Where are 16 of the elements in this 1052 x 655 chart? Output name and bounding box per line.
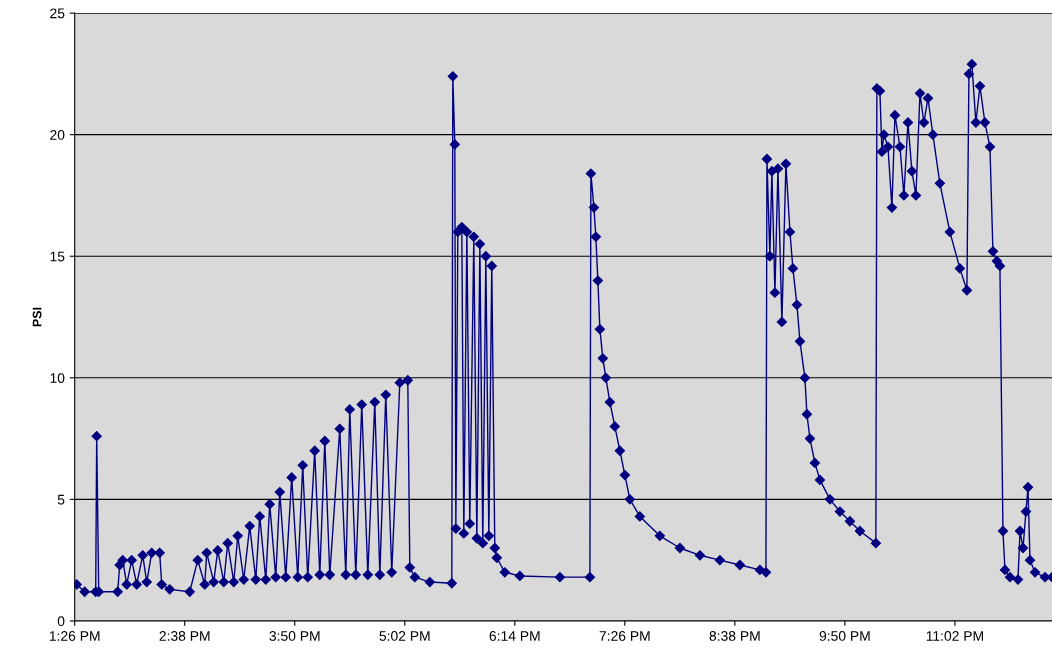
y-tick-label: 25 (50, 8, 65, 19)
y-tick-label: 10 (50, 373, 65, 383)
y-tick-label: 20 (50, 130, 65, 140)
x-tick-label: 2:38 PM (159, 631, 210, 641)
y-tick-label: 0 (57, 616, 65, 627)
x-tick-label: 3:50 PM (269, 631, 320, 641)
y-tick-label: 5 (57, 494, 65, 505)
x-tick-label: 7:26 PM (599, 631, 650, 641)
y-tick-label: 15 (50, 251, 65, 262)
x-tick-label: 11:02 PM (926, 631, 983, 641)
x-tick-label: 6:14 PM (489, 631, 540, 641)
x-tick-label: 8:38 PM (709, 631, 760, 641)
y-axis-title: PSI (32, 307, 42, 327)
x-tick-label: 5:02 PM (379, 631, 430, 641)
x-tick-label: 9:50 PM (819, 631, 870, 641)
x-tick-label: 1:26 PM (49, 631, 100, 641)
